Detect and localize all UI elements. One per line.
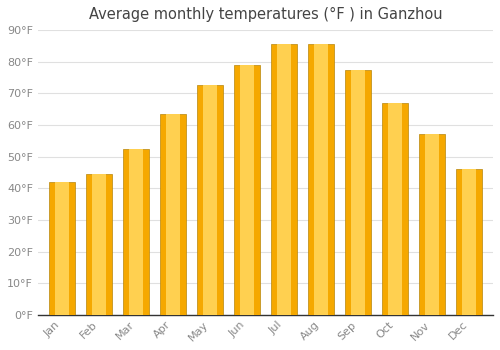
Bar: [202, 85, 217, 315]
Bar: [128, 149, 143, 315]
Bar: [160, 114, 186, 315]
Bar: [48, 182, 75, 315]
Bar: [308, 44, 334, 315]
Bar: [276, 44, 291, 315]
Bar: [424, 134, 440, 315]
Bar: [344, 70, 372, 315]
Bar: [240, 65, 254, 315]
Bar: [166, 114, 180, 315]
Bar: [314, 44, 328, 315]
Bar: [234, 65, 260, 315]
Title: Average monthly temperatures (°F ) in Ganzhou: Average monthly temperatures (°F ) in Ga…: [88, 7, 442, 22]
Bar: [382, 103, 408, 315]
Bar: [196, 85, 223, 315]
Bar: [122, 149, 149, 315]
Bar: [54, 182, 69, 315]
Bar: [462, 169, 476, 315]
Bar: [86, 174, 112, 315]
Bar: [456, 169, 482, 315]
Bar: [270, 44, 297, 315]
Bar: [350, 70, 366, 315]
Bar: [418, 134, 446, 315]
Bar: [92, 174, 106, 315]
Bar: [388, 103, 402, 315]
